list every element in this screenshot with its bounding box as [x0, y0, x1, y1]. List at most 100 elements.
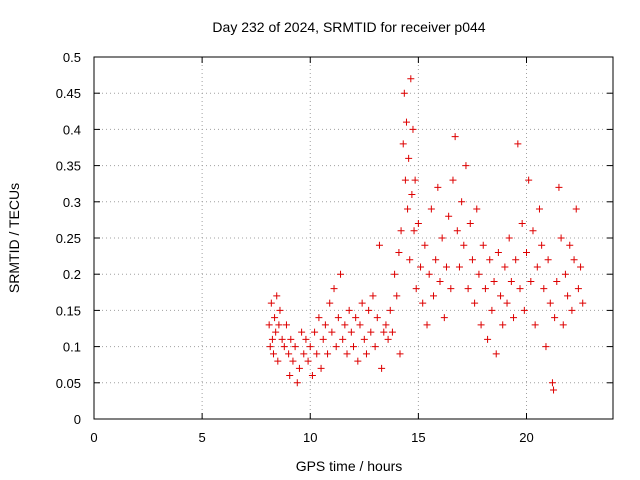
y-tick-label: 0.35: [56, 159, 81, 174]
grid: [94, 57, 613, 419]
data-point: [494, 248, 502, 256]
data-point: [436, 277, 444, 285]
data-point: [378, 364, 386, 372]
data-point: [503, 299, 511, 307]
data-point: [278, 335, 286, 343]
data-point: [360, 335, 368, 343]
data-point: [510, 314, 518, 322]
data-point: [497, 292, 505, 300]
x-tick-label: 0: [90, 430, 97, 445]
x-axis-label: GPS time / hours: [296, 458, 403, 474]
data-point: [375, 241, 383, 249]
y-tick-labels: 0 0.05 0.1 0.15 0.2 0.25 0.3 0.35 0.4 0.45 0.5: [56, 50, 81, 427]
data-point: [282, 321, 290, 329]
data-point: [354, 357, 362, 365]
data-point: [302, 335, 310, 343]
data-point: [419, 299, 427, 307]
data-point: [462, 162, 470, 170]
data-point: [499, 321, 507, 329]
y-tick-label: 0.45: [56, 86, 81, 101]
data-point: [423, 321, 431, 329]
data-point: [268, 335, 276, 343]
data-point: [295, 364, 303, 372]
data-point: [395, 248, 403, 256]
data-point: [411, 176, 419, 184]
data-point: [273, 292, 281, 300]
data-point: [490, 277, 498, 285]
data-point: [315, 314, 323, 322]
data-point: [481, 285, 489, 293]
y-tick-label: 0.05: [56, 376, 81, 391]
data-points: [265, 75, 587, 394]
data-point: [544, 256, 552, 264]
data-point: [285, 350, 293, 358]
data-point: [477, 321, 485, 329]
data-point: [265, 321, 273, 329]
data-point: [399, 140, 407, 148]
data-point: [540, 285, 548, 293]
data-point: [442, 263, 450, 271]
data-point: [523, 248, 530, 256]
data-point: [276, 306, 284, 314]
data-point: [308, 372, 316, 380]
data-point: [529, 227, 537, 235]
data-point: [311, 328, 319, 336]
data-point: [577, 263, 585, 271]
data-point: [328, 328, 336, 336]
data-point: [267, 299, 275, 307]
data-point: [468, 256, 476, 264]
data-point: [347, 328, 355, 336]
axis-ticks: [93, 56, 613, 420]
y-tick-label: 0.15: [56, 303, 81, 318]
data-point: [432, 256, 440, 264]
data-point: [473, 205, 481, 213]
data-point: [555, 183, 563, 191]
data-point: [358, 299, 366, 307]
data-point: [405, 154, 413, 162]
data-point: [319, 335, 327, 343]
data-point: [298, 328, 306, 336]
y-tick-label: 0.5: [63, 50, 81, 65]
data-point: [410, 227, 418, 235]
data-point: [402, 118, 410, 126]
data-point: [475, 270, 483, 278]
data-point: [287, 335, 295, 343]
data-point: [388, 328, 396, 336]
data-point: [369, 292, 377, 300]
data-point: [535, 205, 543, 213]
data-point: [533, 263, 541, 271]
data-point: [286, 372, 294, 380]
data-point: [559, 321, 567, 329]
data-point: [466, 220, 474, 228]
data-point: [275, 321, 283, 329]
data-point: [518, 220, 526, 228]
data-point: [460, 241, 468, 249]
data-point: [570, 256, 578, 264]
data-point: [417, 263, 425, 271]
data-point: [337, 270, 345, 278]
data-point: [300, 350, 308, 358]
data-point: [464, 285, 472, 293]
data-point: [324, 350, 332, 358]
data-point: [352, 314, 360, 322]
data-point: [451, 133, 459, 141]
data-point: [356, 321, 364, 329]
x-tick-label: 5: [199, 430, 206, 445]
data-point: [542, 343, 550, 351]
y-tick-label: 0.3: [63, 195, 81, 210]
data-point: [345, 306, 353, 314]
data-point: [546, 299, 554, 307]
data-point: [550, 386, 558, 394]
data-point: [401, 176, 409, 184]
data-point: [507, 277, 515, 285]
data-point: [421, 241, 429, 249]
data-point: [455, 263, 463, 271]
data-point: [350, 343, 357, 351]
data-point: [425, 270, 433, 278]
data-point: [538, 241, 546, 249]
data-point: [317, 364, 325, 372]
data-point: [269, 350, 277, 358]
data-point: [274, 357, 282, 365]
data-point: [572, 205, 580, 213]
